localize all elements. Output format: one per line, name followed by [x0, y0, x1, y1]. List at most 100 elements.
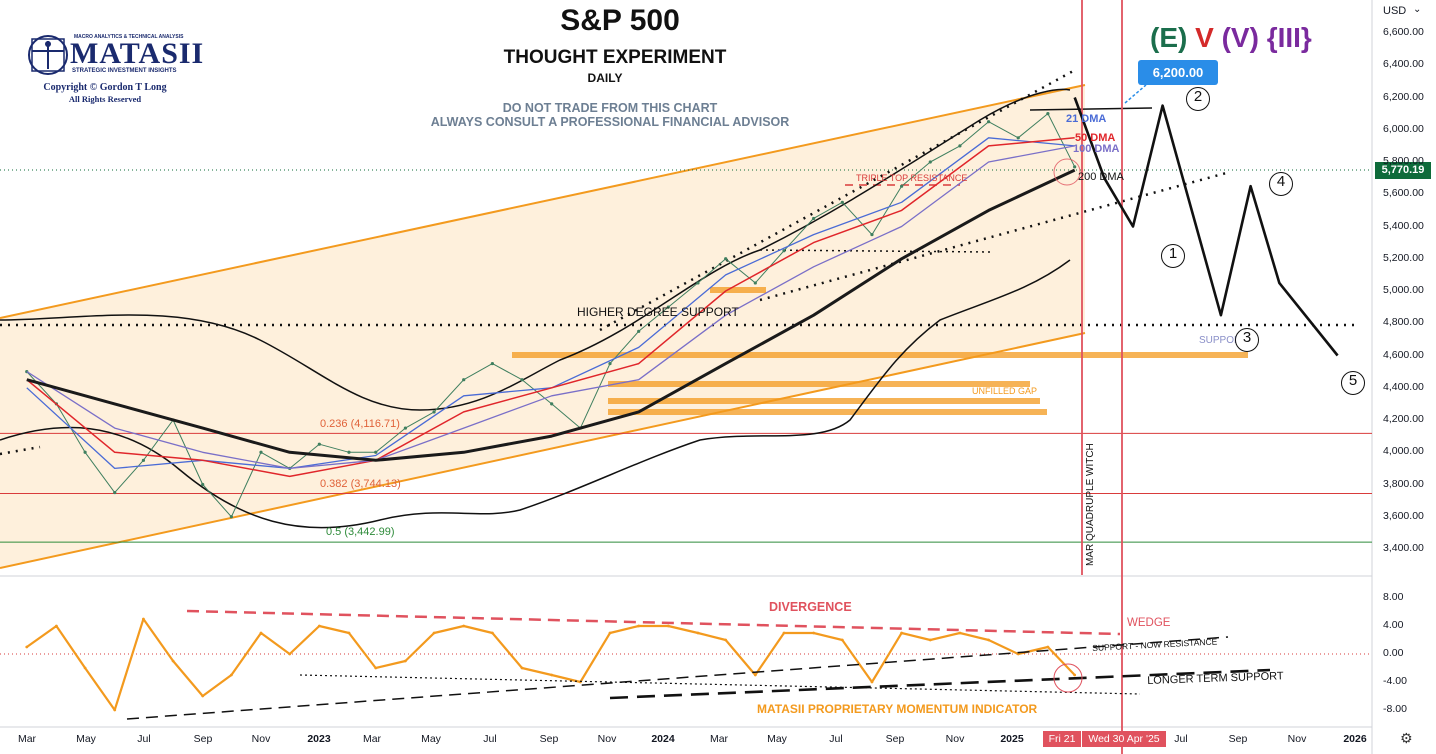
momentum-point: [171, 659, 175, 663]
label-higher-degree-support: HIGHER DEGREE SUPPORT: [577, 305, 739, 319]
label-fib-5: 0.5 (3,442.99): [326, 526, 395, 538]
price-point: [958, 144, 962, 148]
x-tick-label: Sep: [1228, 733, 1248, 745]
upper-envelope: [0, 88, 1071, 411]
momentum-point: [317, 624, 321, 628]
momentum-point: [347, 631, 351, 635]
channel-lower-line: [0, 332, 1086, 569]
price-point: [724, 257, 728, 261]
price-point: [666, 305, 670, 309]
dma-200-line: [26, 168, 1076, 462]
momentum-point: [1046, 645, 1050, 649]
momentum-point: [753, 673, 757, 677]
disclaimer-line-2: ALWAYS CONSULT A PROFESSIONAL FINANCIAL …: [430, 115, 790, 129]
x-tick-label: 2026: [1343, 733, 1367, 745]
price-point: [696, 281, 700, 285]
wave-iii: {III}: [1266, 22, 1312, 53]
momentum-point: [666, 624, 670, 628]
wave-point-5: 5: [1341, 371, 1365, 395]
price-point: [141, 458, 146, 462]
support-stub-line: [0, 445, 41, 456]
price-point: [608, 361, 612, 366]
y-tick-label: 3,400.00: [1383, 542, 1424, 554]
label-unfilled-gap: UNFILLED GAP: [972, 386, 1038, 396]
price-point: [782, 249, 786, 253]
chevron-down-icon[interactable]: ⌄: [1413, 4, 1422, 15]
x-tick-label: Nov: [597, 733, 617, 745]
momentum-y-tick-label: 4.00: [1383, 619, 1404, 631]
logo-top-text: MACRO ANALYTICS & TECHNICAL ANALYSIS: [74, 34, 184, 40]
x-tick-label: 2023: [307, 733, 331, 745]
momentum-point: [113, 708, 117, 712]
momentum-point: [637, 624, 641, 628]
x-tick-label: Jul: [829, 733, 843, 745]
gear-icon[interactable]: ⚙: [1400, 731, 1413, 747]
price-point: [403, 426, 407, 430]
label-support: SUPPORT: [1199, 335, 1248, 346]
x-tick-label: Nov: [1287, 733, 1307, 745]
y-tick-label: 4,200.00: [1383, 413, 1424, 425]
momentum-point: [608, 631, 612, 635]
price-point: [347, 450, 351, 454]
label-triple-top: TRIPLE TOP RESISTANCE: [856, 173, 968, 183]
label-momentum-indicator: MATASII PROPRIETARY MOMENTUM INDICATOR: [757, 702, 1038, 716]
price-point: [870, 232, 874, 237]
label-50-dma: 50 DMA: [1075, 132, 1116, 144]
price-point: [1046, 112, 1050, 116]
logo-tagline: STRATEGIC INVESTMENT INSIGHTS: [72, 68, 177, 74]
gap-zone-2: [608, 398, 1040, 404]
rights-text: All Rights Reserved: [68, 94, 142, 104]
target-price-tag[interactable]: 6,200.00: [1138, 60, 1218, 85]
x-tick-label: Mar: [17, 733, 37, 745]
momentum-point: [958, 631, 962, 635]
price-point: [259, 450, 263, 454]
momentum-point: [403, 659, 407, 663]
y-tick-label: 6,400.00: [1383, 58, 1424, 71]
label-200-dma: 200 DMA: [1078, 171, 1124, 183]
price-point: [83, 450, 87, 454]
y-tick-label: 3,800.00: [1383, 477, 1424, 490]
y-tick-label: 4,800.00: [1383, 316, 1424, 329]
y-tick-label: 5,800.00: [1383, 155, 1424, 167]
price-point: [520, 378, 524, 382]
momentum-point: [812, 631, 816, 635]
momentum-point: [1073, 673, 1077, 677]
chart-subtitle: THOUGHT EXPERIMENT: [503, 47, 727, 68]
momentum-point: [870, 680, 874, 684]
y-tick-label: 4,400.00: [1383, 380, 1424, 393]
momentum-point: [928, 638, 932, 642]
momentum-dotted-support: [299, 674, 1141, 695]
currency-selector[interactable]: USD: [1383, 5, 1407, 17]
momentum-point: [25, 645, 29, 649]
wave-v: V: [1195, 22, 1214, 53]
momentum-point: [259, 631, 263, 635]
y-tick-label: 6,200.00: [1383, 90, 1424, 103]
momentum-point: [724, 638, 728, 642]
wave-point-2: 2: [1186, 87, 1210, 111]
momentum-point: [432, 631, 436, 635]
price-point: [550, 402, 554, 406]
channel-fill: [0, 85, 1085, 568]
y-tick-label: 6,000.00: [1383, 122, 1424, 135]
momentum-line: [26, 617, 1076, 712]
momentum-point: [229, 673, 233, 677]
price-point: [1016, 136, 1020, 140]
x-tick-label: 2025: [1000, 733, 1024, 745]
y-tick-label: 6,600.00: [1383, 26, 1424, 38]
momentum-point: [550, 673, 554, 677]
matasii-logo: [26, 33, 194, 109]
momentum-point: [696, 631, 700, 635]
price-point: [840, 200, 844, 204]
momentum-y-tick-label: 0.00: [1383, 647, 1404, 659]
x-tick-label: Jul: [483, 733, 497, 745]
momentum-point: [55, 624, 58, 628]
momentum-point: [490, 631, 494, 635]
x-tick-label: Nov: [251, 733, 271, 745]
momentum-point: [83, 666, 87, 670]
momentum-point: [201, 694, 205, 698]
dma-100-line: [26, 145, 1075, 470]
label-fib-236: 0.236 (4,116.71): [320, 418, 400, 430]
x-tick-label: Nov: [945, 733, 965, 745]
